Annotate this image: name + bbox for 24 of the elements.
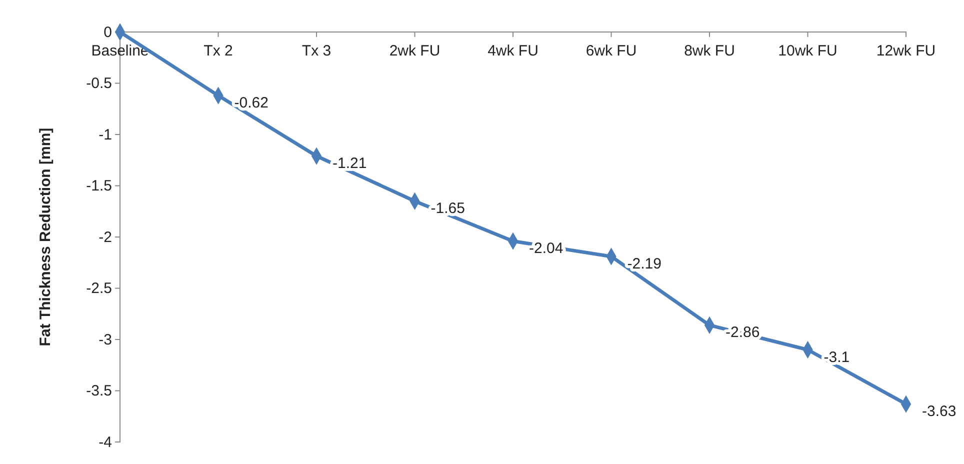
x-tick-label: 2wk FU (389, 42, 440, 60)
x-tick-label: 10wk FU (778, 42, 838, 60)
x-tick-label: 8wk FU (684, 42, 735, 60)
x-tick-label: Tx 2 (204, 42, 233, 60)
y-tick-label: -2.5 (86, 280, 112, 298)
x-tick-label: 4wk FU (488, 42, 538, 60)
y-tick-label: 0 (104, 24, 112, 41)
data-label: -2.19 (627, 255, 662, 272)
data-label: -1.21 (332, 155, 367, 172)
data-label: -0.62 (234, 94, 268, 112)
y-tick-label: -3 (98, 331, 112, 348)
data-label: -3.1 (824, 348, 850, 366)
y-tick-label: -2 (98, 228, 112, 246)
x-tick-label: Tx 3 (302, 42, 332, 60)
data-label: -3.63 (922, 403, 956, 420)
y-tick-label: -3.5 (86, 382, 112, 400)
y-axis-title: Fat Thickness Reduction [mm] (37, 128, 54, 346)
y-tick-label: -0.5 (86, 75, 112, 92)
x-tick-label: Baseline (91, 42, 149, 60)
x-tick-label: 12wk FU (876, 42, 936, 60)
x-tick-label: 6wk FU (586, 42, 637, 60)
y-tick-label: -4 (98, 434, 112, 451)
y-tick-label: -1 (98, 126, 112, 144)
y-tick-label: -1.5 (86, 178, 112, 195)
